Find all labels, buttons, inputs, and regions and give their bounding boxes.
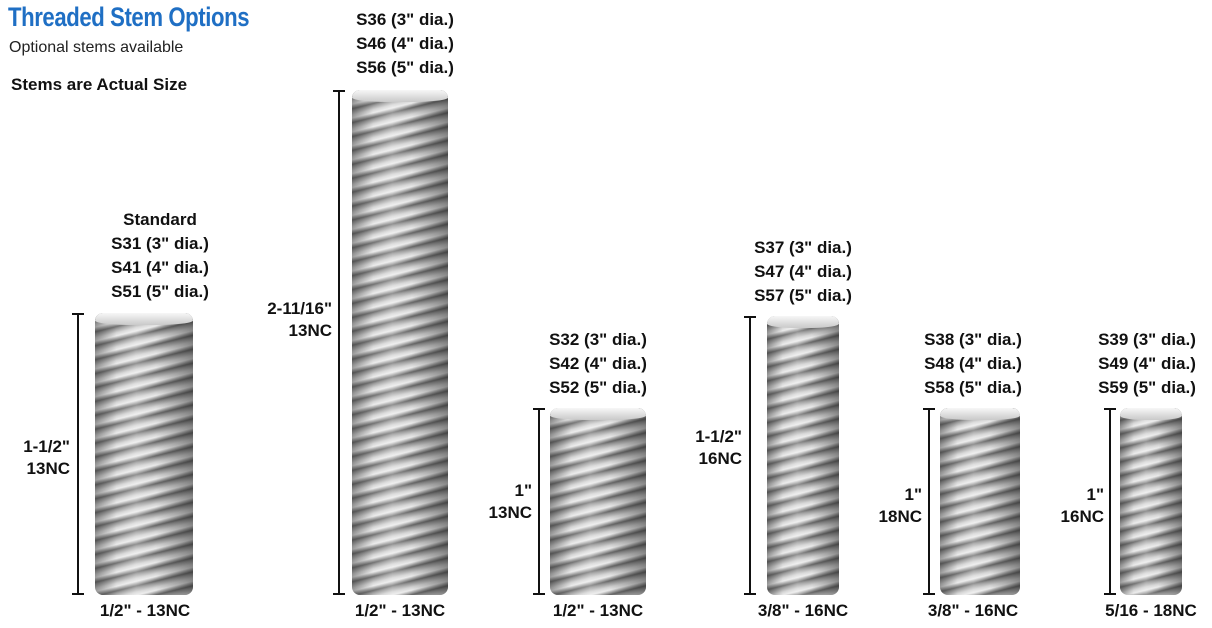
thread-pitch: 13NC: [488, 503, 532, 522]
length-value: 1-1/2": [23, 437, 70, 456]
stem-1-image: [95, 313, 193, 595]
length-value: 1": [904, 485, 922, 504]
stem-4-length-label: 1-1/2" 16NC: [668, 426, 742, 470]
length-value: 1-1/2": [695, 427, 742, 446]
thread-pitch: 16NC: [698, 449, 742, 468]
stem-5-thread-size: 3/8" - 16NC: [927, 601, 1019, 620]
model-label: S51 (5" dia.): [111, 282, 209, 301]
model-label: S36 (3" dia.): [356, 10, 454, 29]
actual-size-note: Stems are Actual Size: [11, 75, 188, 94]
stem-6-image: [1120, 408, 1182, 595]
stem-2-thread-size: 1/2" - 13NC: [354, 601, 446, 620]
thread-pitch: 16NC: [1060, 507, 1104, 526]
stem-4-model-labels: S37 (3" dia.) S47 (4" dia.) S57 (5" dia.…: [718, 236, 888, 308]
length-value: 1": [514, 481, 532, 500]
model-label: S59 (5" dia.): [1098, 378, 1196, 397]
model-label: S41 (4" dia.): [111, 258, 209, 277]
stem-5-length-label: 1" 18NC: [862, 484, 922, 528]
stem-4-image: [767, 316, 839, 595]
stem-2-image: [352, 90, 448, 595]
page-subtitle: Optional stems available: [9, 39, 184, 56]
model-label: Standard: [123, 210, 197, 229]
length-value: 2-11/16": [267, 299, 332, 318]
stem-1-model-labels: Standard S31 (3" dia.) S41 (4" dia.) S51…: [75, 208, 245, 304]
thread-pitch: 18NC: [878, 507, 922, 526]
model-label: S37 (3" dia.): [754, 238, 852, 257]
stem-2-length-label: 2-11/16" 13NC: [236, 298, 332, 342]
stem-6-dimension-bracket: [1104, 408, 1116, 595]
stem-3-model-labels: S32 (3" dia.) S42 (4" dia.) S52 (5" dia.…: [513, 328, 683, 400]
stem-3-dimension-bracket: [533, 408, 545, 595]
model-label: S38 (3" dia.): [924, 330, 1022, 349]
stem-6-model-labels: S39 (3" dia.) S49 (4" dia.) S59 (5" dia.…: [1062, 328, 1212, 400]
stem-1-dimension-bracket: [72, 313, 84, 595]
model-label: S49 (4" dia.): [1098, 354, 1196, 373]
stem-6-thread-size: 5/16 - 18NC: [1105, 601, 1197, 620]
model-label: S56 (5" dia.): [356, 58, 454, 77]
stem-3-thread-size: 1/2" - 13NC: [552, 601, 644, 620]
model-label: S32 (3" dia.): [549, 330, 647, 349]
stem-5-model-labels: S38 (3" dia.) S48 (4" dia.) S58 (5" dia.…: [888, 328, 1058, 400]
model-label: S46 (4" dia.): [356, 34, 454, 53]
thread-pitch: 13NC: [26, 459, 70, 478]
length-value: 1": [1086, 485, 1104, 504]
model-label: S57 (5" dia.): [754, 286, 852, 305]
stem-3-image: [550, 408, 646, 595]
stem-4-dimension-bracket: [744, 316, 756, 595]
stem-1-thread-size: 1/2" - 13NC: [99, 601, 191, 620]
model-label: S48 (4" dia.): [924, 354, 1022, 373]
thread-pitch: 13NC: [288, 321, 332, 340]
model-label: S39 (3" dia.): [1098, 330, 1196, 349]
stem-2-model-labels: S36 (3" dia.) S46 (4" dia.) S56 (5" dia.…: [320, 8, 490, 80]
model-label: S47 (4" dia.): [754, 262, 852, 281]
model-label: S31 (3" dia.): [111, 234, 209, 253]
stem-5-image: [940, 408, 1020, 595]
model-label: S42 (4" dia.): [549, 354, 647, 373]
stem-5-dimension-bracket: [923, 408, 935, 595]
model-label: S52 (5" dia.): [549, 378, 647, 397]
page-title: Threaded Stem Options: [8, 2, 250, 32]
model-label: S58 (5" dia.): [924, 378, 1022, 397]
stem-4-thread-size: 3/8" - 16NC: [757, 601, 849, 620]
stem-3-length-label: 1" 13NC: [470, 480, 532, 524]
stem-6-length-label: 1" 16NC: [1044, 484, 1104, 528]
stem-2-dimension-bracket: [333, 90, 345, 595]
stem-1-length-label: 1-1/2" 13NC: [0, 436, 70, 480]
